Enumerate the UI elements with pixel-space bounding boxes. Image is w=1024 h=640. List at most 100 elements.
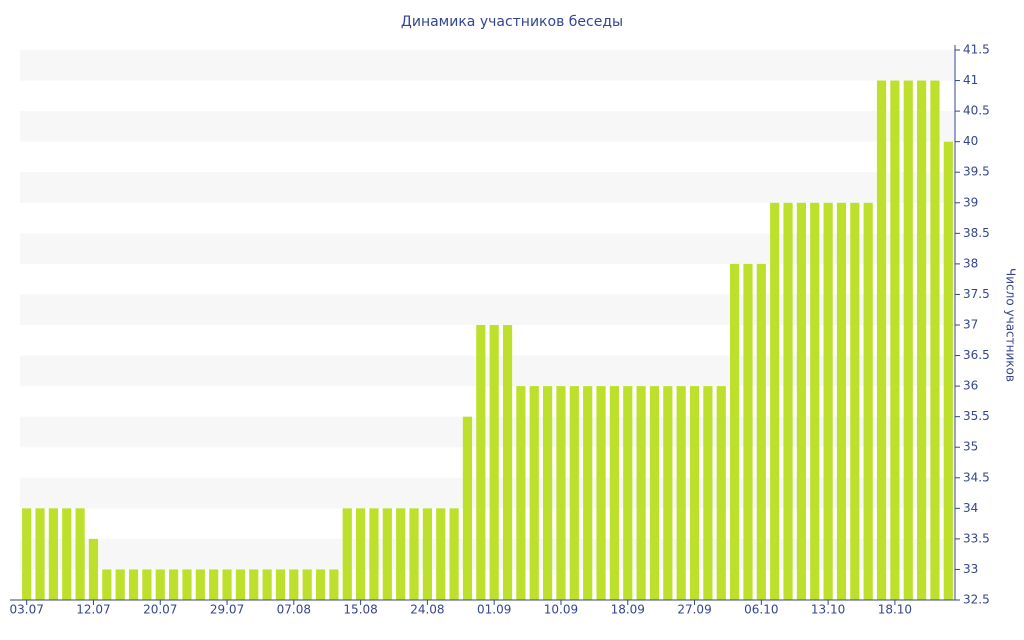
bar bbox=[583, 386, 593, 600]
bar bbox=[823, 202, 833, 600]
bar bbox=[623, 386, 633, 600]
x-tick-label: 20.07 bbox=[143, 603, 177, 617]
bar bbox=[342, 508, 352, 600]
bar bbox=[636, 386, 646, 600]
x-tick-label: 01.09 bbox=[477, 603, 511, 617]
bar bbox=[796, 202, 806, 600]
bar bbox=[75, 508, 85, 600]
bar bbox=[209, 569, 219, 600]
chart-title: Динамика участников беседы bbox=[401, 14, 623, 30]
bar bbox=[22, 508, 32, 600]
bar bbox=[876, 80, 887, 601]
bar bbox=[356, 508, 366, 600]
bar bbox=[663, 386, 673, 600]
bar bbox=[169, 569, 179, 600]
y-tick-label: 38.5 bbox=[963, 226, 990, 240]
bar bbox=[449, 508, 459, 600]
bar bbox=[462, 416, 473, 600]
bar bbox=[88, 538, 99, 600]
y-tick-label: 36.5 bbox=[963, 348, 990, 362]
y-tick-label: 37.5 bbox=[963, 287, 990, 301]
x-tick-label: 27.09 bbox=[677, 603, 711, 617]
x-tick-label: 06.10 bbox=[744, 603, 778, 617]
x-tick-label: 29.07 bbox=[210, 603, 244, 617]
grid-band bbox=[20, 172, 955, 203]
grid-band bbox=[20, 50, 955, 81]
bar bbox=[730, 263, 740, 600]
y-tick-label: 34.5 bbox=[963, 470, 990, 484]
x-tick-label: 03.07 bbox=[9, 603, 43, 617]
x-tick-label: 24.08 bbox=[410, 603, 444, 617]
grid-band bbox=[20, 111, 955, 142]
bar bbox=[716, 386, 726, 600]
bar bbox=[556, 386, 566, 600]
x-tick-label: 07.08 bbox=[277, 603, 311, 617]
bar bbox=[436, 508, 446, 600]
bar bbox=[62, 508, 72, 600]
bar bbox=[489, 325, 499, 600]
bar bbox=[810, 202, 820, 600]
bar bbox=[35, 508, 45, 600]
bar bbox=[302, 569, 312, 600]
bar bbox=[315, 569, 326, 600]
bar bbox=[329, 569, 339, 600]
bar bbox=[689, 386, 700, 600]
y-tick-label: 35 bbox=[963, 440, 978, 454]
bar bbox=[516, 386, 526, 600]
y-tick-label: 32.5 bbox=[963, 593, 990, 607]
y-tick-label: 35.5 bbox=[963, 409, 990, 423]
bar bbox=[863, 202, 873, 600]
x-tick-label: 13.10 bbox=[811, 603, 845, 617]
bar bbox=[422, 508, 432, 600]
x-tick-label: 18.10 bbox=[878, 603, 912, 617]
bar bbox=[609, 386, 619, 600]
bar bbox=[890, 80, 900, 601]
y-tick-label: 41.5 bbox=[963, 43, 990, 57]
bar bbox=[369, 508, 379, 600]
bar bbox=[262, 569, 272, 600]
bar bbox=[529, 386, 539, 600]
bar bbox=[48, 508, 58, 600]
bar bbox=[155, 569, 165, 600]
y-tick-label: 39.5 bbox=[963, 165, 990, 179]
y-axis-label: Число участников bbox=[1004, 268, 1018, 382]
y-tick-label: 33.5 bbox=[963, 531, 990, 545]
bar bbox=[676, 386, 686, 600]
x-tick-label: 15.08 bbox=[343, 603, 377, 617]
bar bbox=[382, 508, 392, 600]
bar bbox=[289, 569, 299, 600]
bar bbox=[275, 569, 286, 600]
bar bbox=[850, 202, 860, 600]
bar bbox=[770, 202, 780, 600]
y-tick-label: 40.5 bbox=[963, 104, 990, 118]
bar bbox=[756, 263, 766, 600]
bar bbox=[783, 202, 793, 600]
bar bbox=[596, 386, 606, 600]
x-tick-label: 18.09 bbox=[611, 603, 645, 617]
bar bbox=[930, 80, 940, 601]
x-tick-label: 10.09 bbox=[544, 603, 578, 617]
bar bbox=[182, 569, 192, 600]
bar bbox=[917, 80, 927, 601]
bar bbox=[102, 569, 112, 600]
bar bbox=[703, 386, 713, 600]
bar bbox=[476, 325, 486, 600]
bar bbox=[502, 325, 513, 600]
bar bbox=[128, 569, 139, 600]
y-tick-label: 41 bbox=[963, 73, 978, 87]
bar bbox=[235, 569, 245, 600]
y-tick-label: 38 bbox=[963, 256, 978, 270]
y-tick-label: 37 bbox=[963, 318, 978, 332]
bar bbox=[569, 386, 579, 600]
bar bbox=[409, 508, 419, 600]
y-tick-label: 33 bbox=[963, 562, 978, 576]
y-tick-label: 36 bbox=[963, 379, 978, 393]
bar bbox=[943, 141, 953, 600]
bar bbox=[222, 569, 232, 600]
bar bbox=[249, 569, 259, 600]
y-tick-label: 40 bbox=[963, 134, 978, 148]
bar bbox=[903, 80, 913, 601]
bar bbox=[743, 263, 753, 600]
